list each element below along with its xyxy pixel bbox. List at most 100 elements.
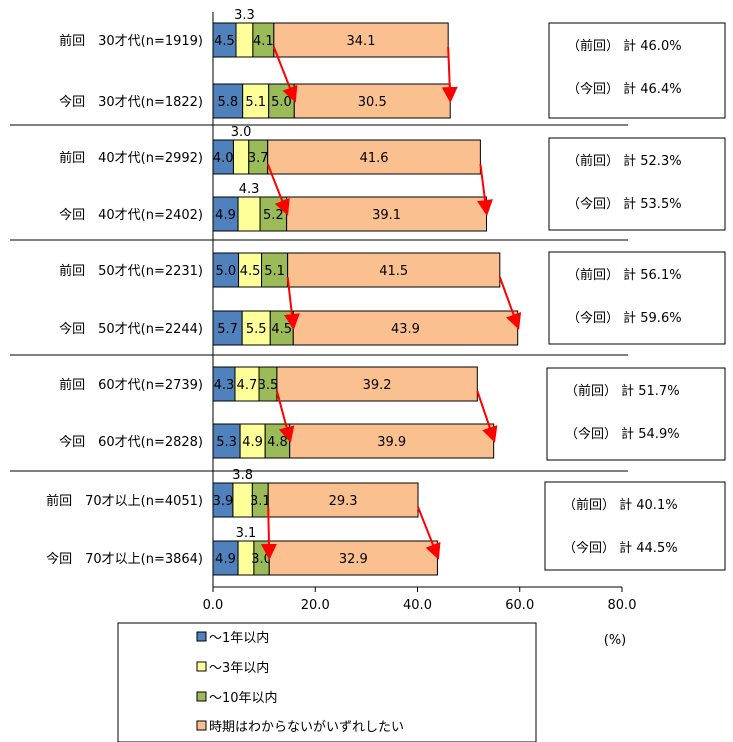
bar-value-label: 3.3 <box>234 8 255 23</box>
bar-value-label: 3.1 <box>236 526 257 541</box>
total-current: （今回） 計 53.5% <box>567 196 682 212</box>
change-arrow <box>417 506 441 560</box>
bar-value-label: 5.5 <box>246 322 267 337</box>
bar-segment <box>242 83 270 119</box>
bar-value-label: 4.1 <box>253 34 274 49</box>
bar-value-label: 4.5 <box>214 34 235 49</box>
bar-value-label: 4.9 <box>215 552 236 567</box>
legend-label: ～10年以内 <box>209 690 278 706</box>
bar-value-label: 4.5 <box>240 264 261 279</box>
legend-swatch <box>196 691 207 702</box>
bar-segment <box>235 22 254 58</box>
bar-value-label: 3.9 <box>213 494 234 509</box>
bar-value-label: 4.0 <box>213 151 234 166</box>
bar-segment <box>241 310 271 346</box>
bar-value-label: 34.1 <box>347 34 376 49</box>
chart-bars: 4.5 3.3 4.1 34.1 5.8 5.1 5.0 30.5 4.0 3.0 3.7 41.6 4… <box>212 8 519 576</box>
bar-value-label: 3.1 <box>250 494 271 509</box>
legend-swatch <box>196 631 207 642</box>
bar-value-label: 3.5 <box>258 378 279 393</box>
bar-value-label: 5.8 <box>217 95 238 110</box>
x-tick-label: 40.0 <box>403 598 432 613</box>
row-label: 今回 30才代(n=1822) <box>59 94 203 110</box>
total-box <box>544 481 726 571</box>
row-label: 前回 50才代(n=2231) <box>59 263 203 279</box>
total-current: （今回） 計 54.9% <box>565 426 680 442</box>
bar-value-label: 4.9 <box>215 208 236 223</box>
bar-value-label: 4.9 <box>242 435 263 450</box>
chart-arrows <box>260 46 522 560</box>
row-label: 今回 50才代(n=2244) <box>59 321 203 337</box>
total-previous: （前回） 計 56.1% <box>567 267 682 283</box>
bar-value-label: 4.7 <box>237 378 258 393</box>
bar-value-label: 3.7 <box>248 151 269 166</box>
total-previous: （前回） 計 52.3% <box>567 153 682 169</box>
bar-segment <box>261 252 289 288</box>
total-previous: （前回） 計 46.0% <box>567 38 682 54</box>
bar-value-label: 5.3 <box>216 435 237 450</box>
change-arrow <box>498 276 522 330</box>
total-previous: （前回） 計 40.1% <box>563 497 678 513</box>
total-boxes: （前回） 計 46.0% （今回） 計 46.4% （前回） 計 52.3% （今回）… <box>544 22 726 571</box>
row-label: 今回 40才代(n=2402) <box>59 207 203 223</box>
bar-value-label: 30.5 <box>358 95 387 110</box>
row-label: 前回 40才代(n=2992) <box>59 150 203 166</box>
change-arrow <box>283 276 300 330</box>
bar-segment <box>212 540 239 576</box>
bar-value-label: 3.8 <box>232 468 253 483</box>
row-label: 今回 60才代(n=2828) <box>59 434 203 450</box>
bar-value-label: 4.5 <box>271 322 292 337</box>
legend-label: ～1年以内 <box>209 630 269 646</box>
bar-value-label: 4.3 <box>239 182 260 197</box>
bar-value-label: 5.1 <box>245 95 266 110</box>
bar-value-label: 29.3 <box>329 494 358 509</box>
bar-segment <box>289 423 495 459</box>
bar-value-label: 39.2 <box>363 378 392 393</box>
bar-segment <box>287 252 501 288</box>
bar-value-label: 4.3 <box>214 378 235 393</box>
legend-label: ～3年以内 <box>209 660 269 676</box>
bar-segment <box>259 196 288 232</box>
bar-segment <box>286 196 488 232</box>
bar-value-label: 39.1 <box>372 208 401 223</box>
total-box <box>548 22 726 119</box>
x-tick-label: 60.0 <box>505 598 534 613</box>
total-current: （今回） 計 44.5% <box>563 540 678 556</box>
bar-value-label: 41.5 <box>379 264 408 279</box>
bar-segment <box>232 139 250 175</box>
total-box <box>546 367 726 461</box>
x-tick-label: 20.0 <box>301 598 330 613</box>
change-arrow <box>260 506 277 560</box>
bar-value-label: 3.0 <box>231 125 252 140</box>
row-labels: 前回 30才代(n=1919) 今回 30才代(n=1822) 前回 40才代(n=… <box>46 33 203 567</box>
bar-segment <box>292 310 519 346</box>
legend-box <box>117 622 537 742</box>
row-label: 前回 60才代(n=2739) <box>59 377 203 393</box>
bar-value-label: 4.8 <box>267 435 288 450</box>
bar-value-label: 41.6 <box>360 151 389 166</box>
total-box <box>548 137 726 231</box>
change-arrow <box>266 163 290 216</box>
row-label: 今回 70才以上(n=3864) <box>46 551 203 567</box>
bar-segment <box>237 196 261 232</box>
bar-segment <box>212 423 241 459</box>
x-unit-label: (%) <box>604 633 627 648</box>
row-label: 前回 30才代(n=1919) <box>59 33 203 49</box>
legend-swatch <box>196 661 207 672</box>
change-arrow <box>476 390 498 443</box>
x-tick-label: 80.0 <box>608 598 637 613</box>
bar-value-label: 5.0 <box>215 264 236 279</box>
bar-value-label: 32.9 <box>339 552 368 567</box>
x-tick-label: 0.0 <box>203 598 224 613</box>
x-axis: 0.0 20.0 40.0 60.0 80.0 (%) <box>203 12 637 648</box>
row-label: 前回 70才以上(n=4051) <box>46 493 203 509</box>
total-current: （今回） 計 59.6% <box>567 310 682 326</box>
bar-segment <box>267 482 419 518</box>
bar-value-label: 5.1 <box>264 264 285 279</box>
bar-segment <box>273 22 449 58</box>
total-box <box>548 251 726 345</box>
bar-segment <box>276 366 478 402</box>
change-arrow <box>272 46 298 103</box>
change-arrow <box>275 390 295 443</box>
